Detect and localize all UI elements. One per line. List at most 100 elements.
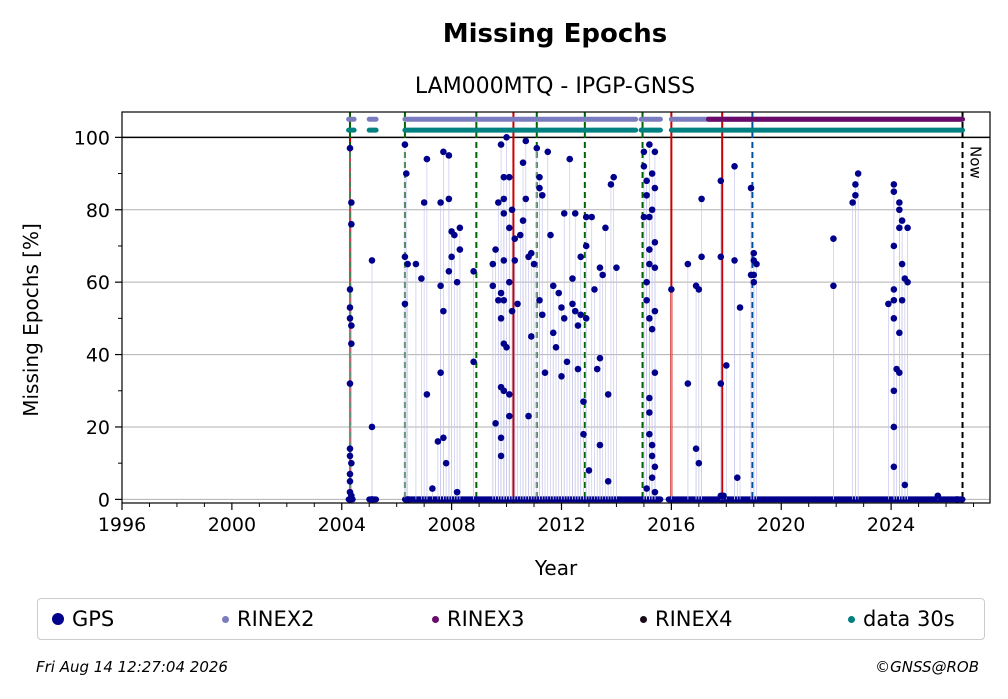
legend-item-data-30s: data 30s bbox=[848, 599, 955, 639]
gps-point-101 bbox=[547, 231, 554, 239]
gps-point-17 bbox=[368, 257, 376, 264]
gps-point-30 bbox=[423, 391, 431, 398]
gps-point-158 bbox=[648, 452, 656, 460]
gps-point-182 bbox=[720, 492, 727, 500]
gps-point-50 bbox=[470, 267, 477, 275]
gps-point-44 bbox=[448, 253, 455, 261]
gps-point-140 bbox=[640, 163, 648, 170]
gps-point-178 bbox=[717, 177, 725, 185]
gps-point-98 bbox=[538, 311, 546, 319]
gps-point-31 bbox=[429, 485, 436, 492]
gps-point-40 bbox=[442, 459, 450, 467]
gps-point-6 bbox=[348, 322, 355, 329]
gps-point-155 bbox=[646, 409, 653, 416]
gps-point-216 bbox=[896, 369, 903, 376]
gps-point-219 bbox=[898, 296, 906, 304]
gps-point-39 bbox=[440, 434, 447, 442]
x-tick-label-7: 2024 bbox=[867, 514, 915, 536]
gps-point-26 bbox=[412, 260, 420, 268]
gps-point-74 bbox=[506, 224, 513, 232]
gps-point-128 bbox=[593, 365, 601, 373]
gps-point-218 bbox=[898, 260, 906, 268]
gps-point-102 bbox=[549, 282, 557, 290]
gps-point-115 bbox=[571, 307, 579, 315]
gps-point-100 bbox=[544, 148, 552, 156]
gps-point-92 bbox=[530, 260, 538, 268]
gps-point-194 bbox=[750, 278, 758, 286]
gps-point-90 bbox=[527, 249, 535, 257]
gps-point-153 bbox=[648, 325, 656, 333]
gps-point-208 bbox=[890, 387, 898, 395]
gps-point-189 bbox=[747, 184, 755, 192]
gps-point-139 bbox=[640, 148, 648, 156]
gps-point-79 bbox=[508, 307, 516, 315]
gps-point-118 bbox=[577, 253, 585, 261]
gps-point-210 bbox=[890, 463, 898, 471]
gps-point-141 bbox=[640, 213, 648, 221]
gps-point-81 bbox=[511, 257, 519, 264]
gps-point-142 bbox=[643, 177, 650, 185]
y-tick-label-3: 60 bbox=[86, 272, 110, 294]
gps-point-45 bbox=[451, 231, 458, 239]
legend-label-gps: GPS bbox=[72, 607, 115, 631]
gps-point-33 bbox=[437, 199, 444, 206]
gps-point-107 bbox=[558, 372, 565, 380]
gps-point-192 bbox=[750, 271, 758, 279]
gps-point-186 bbox=[733, 474, 741, 481]
gps-point-184 bbox=[731, 257, 738, 264]
gps-point-125 bbox=[585, 467, 593, 474]
legend-label-rinex2: RINEX2 bbox=[237, 607, 315, 631]
gps-point-197 bbox=[849, 199, 856, 206]
gps-point-171 bbox=[684, 380, 692, 387]
gps-point-27 bbox=[418, 275, 425, 282]
gps-point-18 bbox=[368, 423, 376, 431]
gps-point-63 bbox=[500, 195, 508, 203]
gps-point-224 bbox=[934, 492, 942, 500]
gps-point-204 bbox=[890, 242, 898, 250]
gps-point-84 bbox=[519, 159, 527, 166]
gps-point-9 bbox=[346, 445, 354, 452]
gps-point-11 bbox=[348, 459, 355, 467]
gps-point-163 bbox=[651, 239, 659, 246]
gps-point-48 bbox=[456, 246, 464, 253]
gps-point-123 bbox=[582, 213, 590, 221]
gps-point-52 bbox=[489, 260, 497, 268]
gps-point-212 bbox=[896, 199, 903, 206]
gps-point-2 bbox=[348, 220, 355, 228]
x-tick-label-2: 2004 bbox=[318, 514, 366, 536]
gps-point-174 bbox=[692, 445, 700, 452]
gps-point-185 bbox=[731, 163, 738, 170]
x-tick-label-5: 2016 bbox=[647, 514, 695, 536]
gps-point-195 bbox=[830, 235, 837, 243]
gps-point-64 bbox=[500, 210, 508, 217]
gps-point-135 bbox=[604, 477, 612, 485]
gps-point-187 bbox=[736, 304, 744, 311]
gps-point-122 bbox=[582, 315, 590, 322]
gps-point-24 bbox=[401, 300, 409, 308]
gps-point-82 bbox=[514, 300, 521, 308]
gps-point-83 bbox=[516, 231, 524, 239]
gps-point-35 bbox=[440, 307, 447, 315]
gps-point-225 bbox=[953, 496, 961, 503]
gps-point-127 bbox=[591, 286, 598, 293]
gps-marker-icon bbox=[52, 613, 64, 625]
gps-point-177 bbox=[698, 253, 705, 261]
gps-point-66 bbox=[500, 296, 508, 304]
gps-point-91 bbox=[527, 333, 535, 340]
gps-point-58 bbox=[497, 141, 505, 148]
gps-point-65 bbox=[500, 257, 508, 264]
gps-point-4 bbox=[346, 304, 354, 311]
gps-point-87 bbox=[522, 195, 530, 203]
gps-point-152 bbox=[648, 206, 656, 214]
gps-point-170 bbox=[684, 260, 692, 268]
gps-point-54 bbox=[492, 246, 499, 253]
gps-point-68 bbox=[500, 387, 508, 395]
gps-point-72 bbox=[503, 344, 510, 351]
footer-copyright: ©GNSS@ROB bbox=[875, 658, 979, 676]
gps-point-151 bbox=[648, 170, 656, 177]
data-30s-marker-icon bbox=[848, 615, 855, 623]
gps-point-136 bbox=[607, 181, 615, 188]
now-label: Now bbox=[967, 146, 985, 179]
gps-point-154 bbox=[646, 394, 653, 402]
gps-point-55 bbox=[492, 420, 499, 427]
